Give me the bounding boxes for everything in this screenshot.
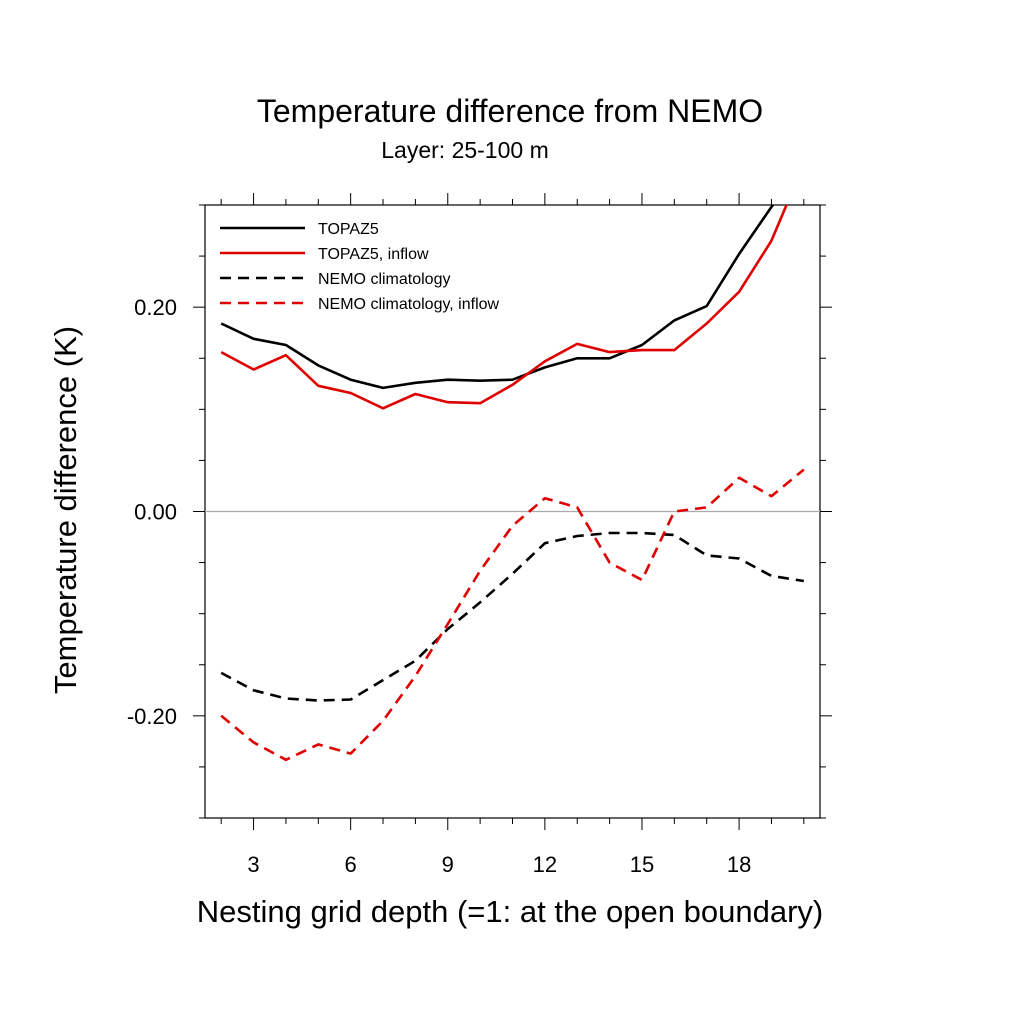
chart-subtitle: Layer: 25-100 m	[381, 137, 548, 163]
legend-label: TOPAZ5, inflow	[318, 246, 429, 263]
y-tick-label: 0.00	[134, 500, 177, 525]
x-tick-label: 12	[533, 852, 557, 877]
legend-label: TOPAZ5	[318, 221, 379, 238]
series-line	[220, 468, 805, 762]
legend-label: NEMO climatology	[318, 271, 450, 288]
legend: TOPAZ5 TOPAZ5, inflow NEMO climatology NEMO…	[220, 221, 500, 313]
x-tick-label: 3	[247, 852, 259, 877]
x-tick-label: 9	[442, 852, 454, 877]
series-line	[220, 531, 805, 702]
axis-ticks	[193, 193, 832, 830]
y-tick-label: -0.20	[127, 704, 177, 729]
axis-tick-labels: 3 6 9 12 15 18 -0.20 0.00 0.20	[127, 295, 751, 877]
x-tick-label: 15	[630, 852, 654, 877]
legend-label: NEMO climatology, inflow	[318, 296, 500, 313]
chart-title: Temperature difference from NEMO	[257, 93, 763, 129]
series-line	[220, 205, 788, 410]
x-tick-label: 6	[345, 852, 357, 877]
y-tick-label: 0.20	[134, 295, 177, 320]
series-lines	[220, 205, 805, 762]
series-line	[220, 205, 775, 390]
y-axis-label: Temperature difference (K)	[48, 326, 83, 694]
x-axis-label: Nesting grid depth (=1: at the open boun…	[197, 894, 823, 929]
x-tick-label: 18	[727, 852, 751, 877]
